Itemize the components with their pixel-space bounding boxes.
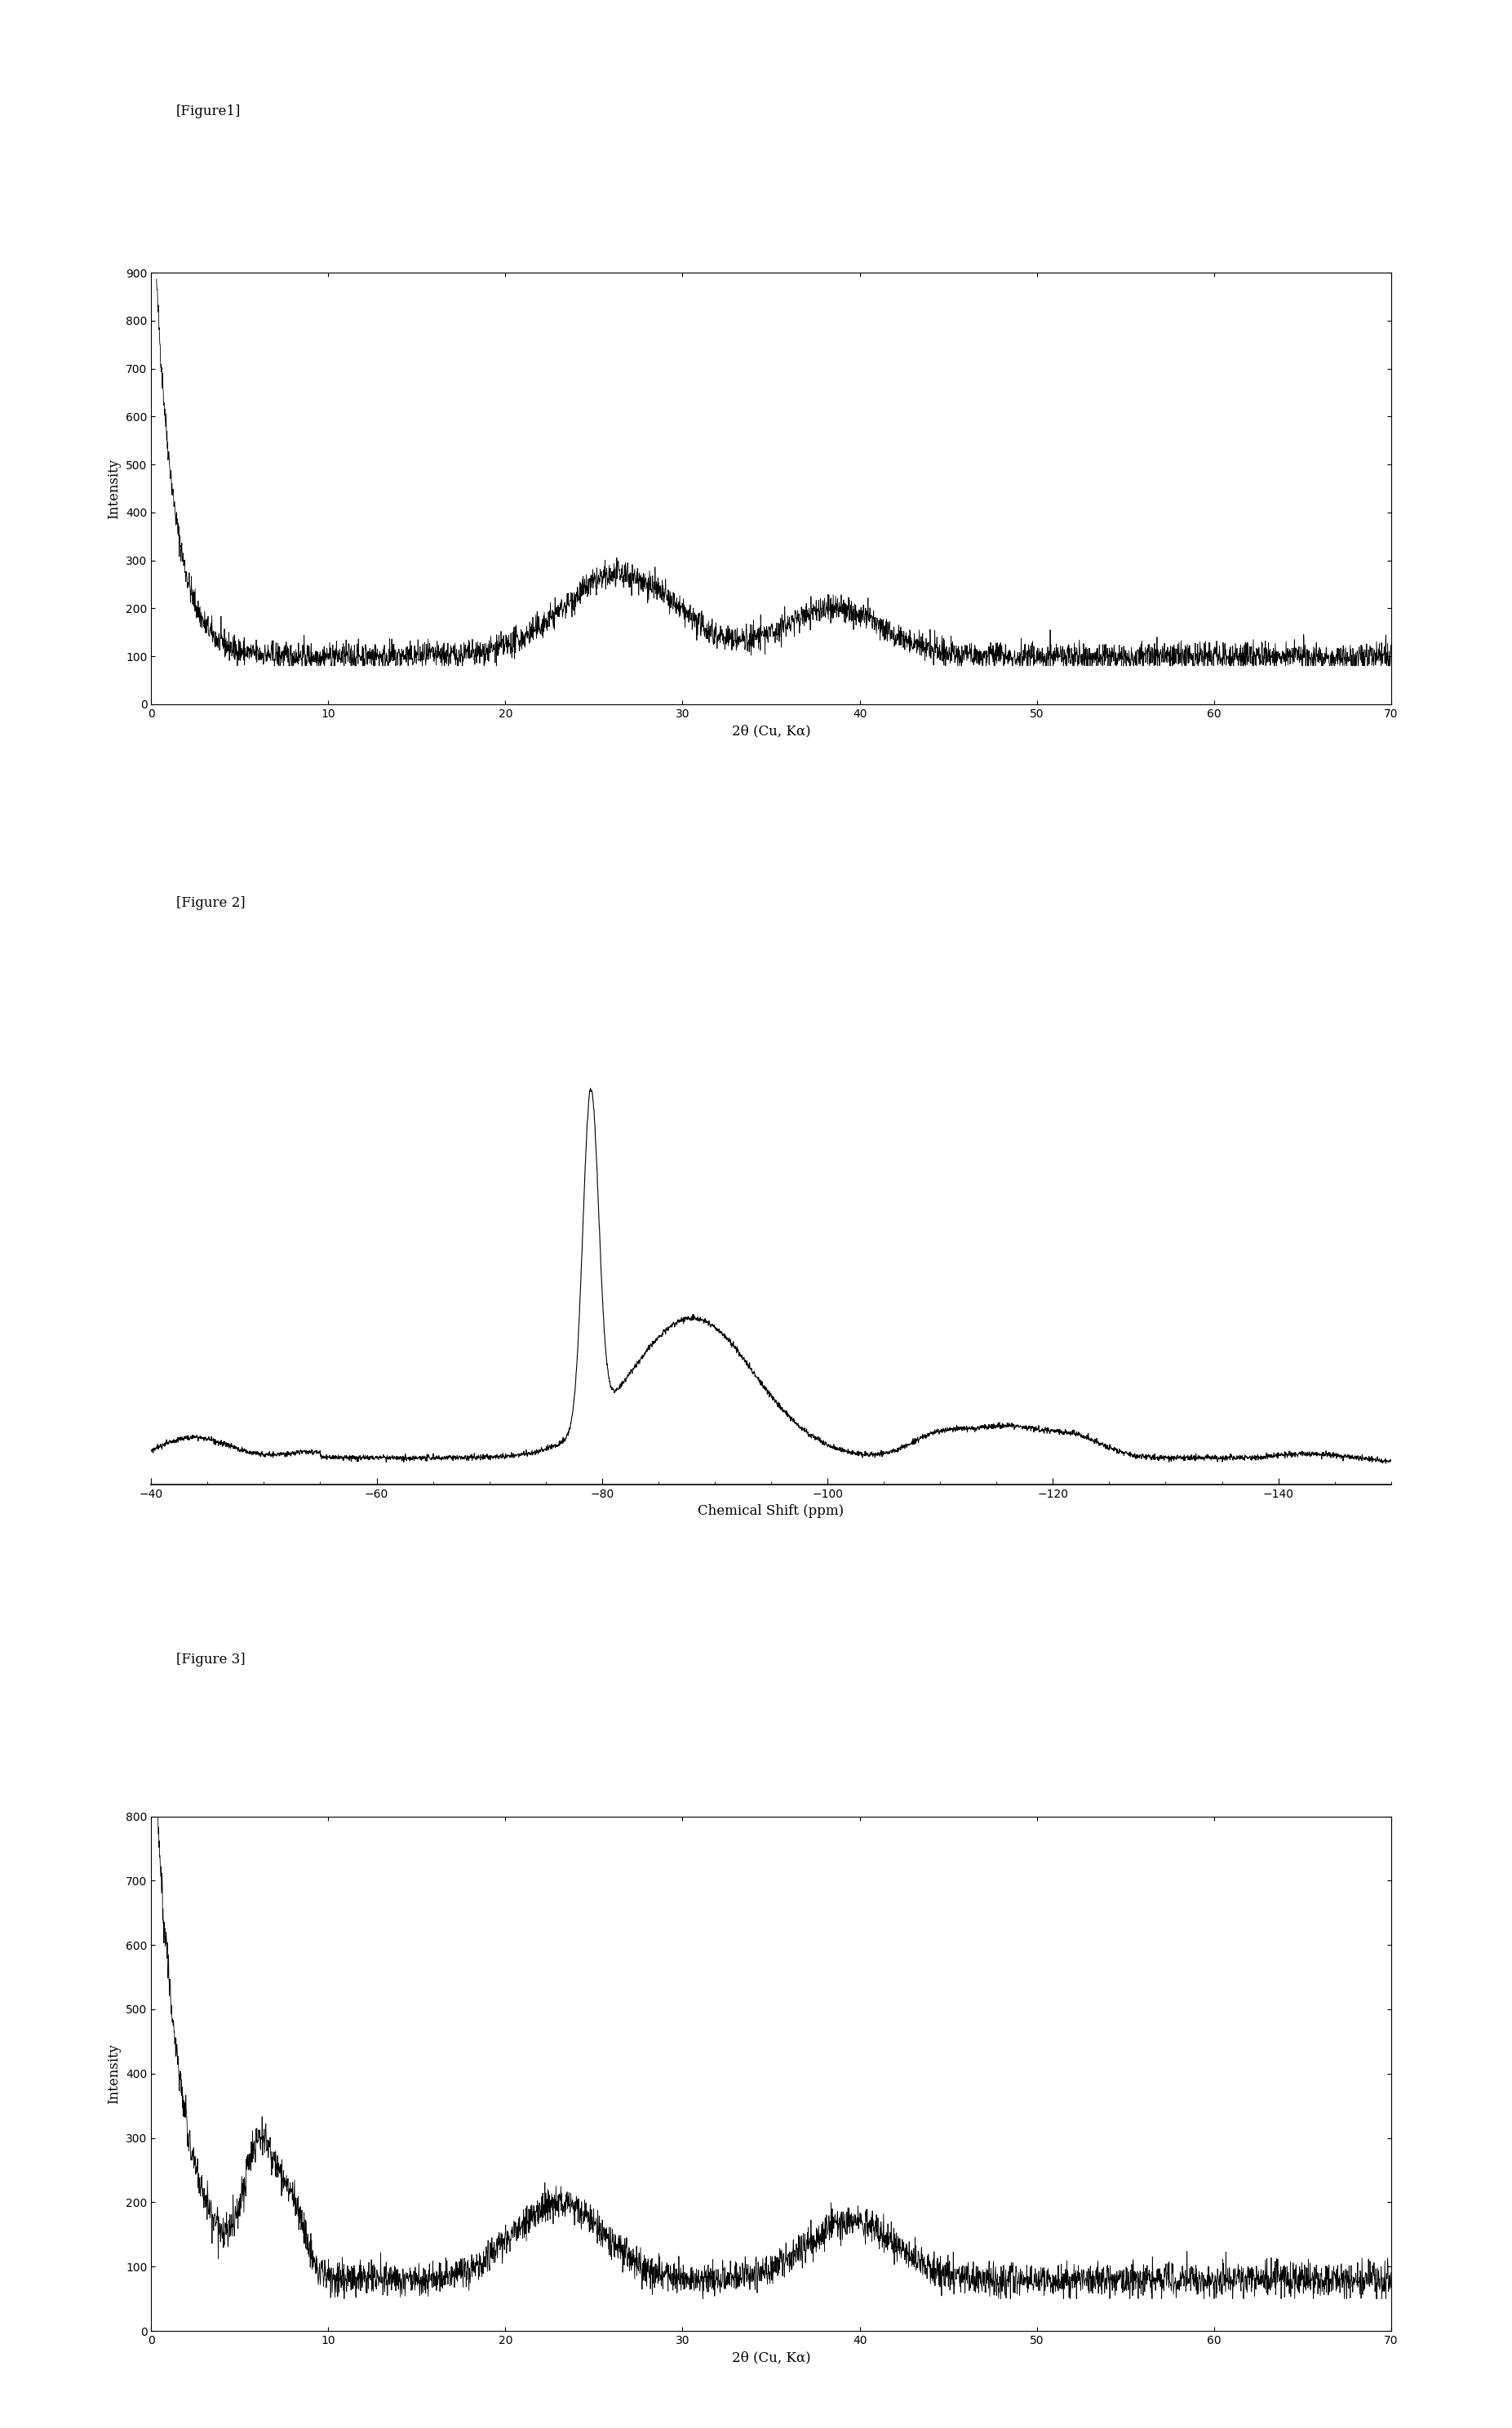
Text: [Figure 3]: [Figure 3]: [175, 1653, 245, 1668]
X-axis label: 2θ (Cu, Kα): 2θ (Cu, Kα): [732, 2350, 810, 2365]
Text: [Figure1]: [Figure1]: [175, 104, 240, 119]
X-axis label: Chemical Shift (ppm): Chemical Shift (ppm): [699, 1505, 844, 1518]
X-axis label: 2θ (Cu, Kα): 2θ (Cu, Kα): [732, 724, 810, 738]
Text: [Figure 2]: [Figure 2]: [175, 896, 245, 910]
Y-axis label: Intensity: Intensity: [107, 2044, 121, 2103]
Y-axis label: Intensity: Intensity: [107, 459, 121, 520]
